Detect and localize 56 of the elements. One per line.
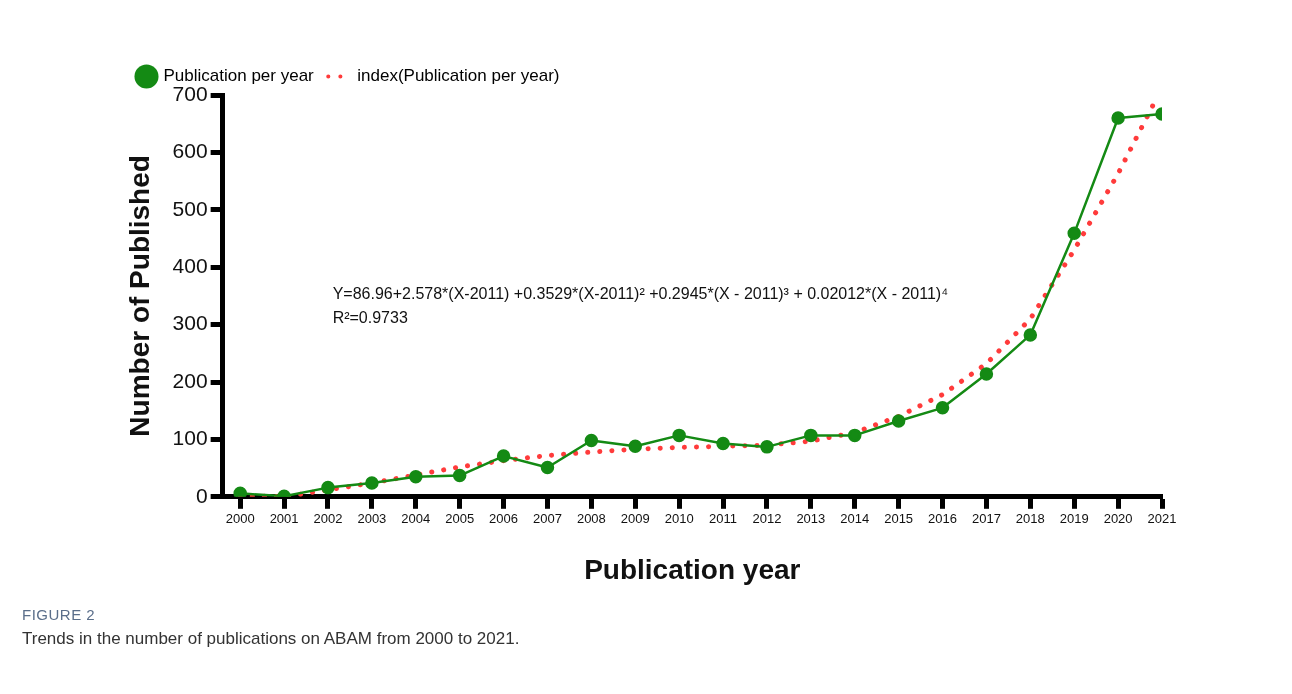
x-tick-label: 2017 [971, 511, 1001, 527]
x-tick-label: 2016 [928, 511, 957, 527]
x-tick-label: 2002 [313, 511, 343, 527]
point [847, 428, 862, 443]
x-tick-label: 2006 [489, 511, 519, 527]
point [716, 436, 730, 451]
x-tick-label: 2020 [1103, 511, 1133, 527]
y-axis-title: Number of Published [123, 155, 155, 437]
point [935, 401, 950, 415]
x-tick-label: 2001 [269, 511, 299, 527]
x-tick-label: 2005 [445, 511, 475, 527]
x-tick-label: 2021 [1147, 511, 1177, 527]
x-tick-label: 2000 [225, 511, 255, 527]
x-tick-label: 2008 [576, 511, 606, 527]
y-tick-label: 500 [172, 196, 208, 220]
x-tick-label: 2015 [884, 511, 914, 527]
x-tick-label: 2014 [840, 511, 870, 527]
point [1023, 328, 1038, 342]
point [452, 468, 467, 483]
x-tick-label: 2019 [1059, 511, 1089, 527]
x-tick-label: 2007 [533, 511, 562, 527]
annotation: R²=0.9733 [332, 309, 408, 327]
caption: FIGURE 2 [22, 606, 97, 623]
y-tick-label: 200 [172, 368, 208, 392]
y-tick-label: 0 [195, 483, 208, 507]
x-tick-label: 2011 [709, 511, 738, 527]
point [1067, 226, 1081, 241]
point [628, 439, 643, 454]
point [321, 480, 335, 495]
x-axis-title: Publication year [584, 553, 801, 585]
x-tick-label: 2004 [401, 511, 431, 527]
legend-label: index(Publication per year) [357, 66, 560, 86]
annotation: Y=86.96+2.578*(X-2011) +0.3529*(X-2011)² +0.2945*(X - 2011)³ + 0.02012*(X - 2011)⁴ [332, 285, 949, 303]
point [760, 440, 774, 454]
x-tick-label: 2013 [796, 511, 826, 527]
y-tick-label: 400 [172, 254, 208, 277]
y-tick-label: 100 [172, 426, 208, 450]
point [979, 367, 994, 381]
x-tick-label: 2010 [664, 511, 694, 527]
point [496, 449, 511, 463]
y-tick-label: 300 [172, 311, 208, 335]
x-tick-label: 2018 [1015, 511, 1045, 527]
x-tick-label: 2009 [620, 511, 650, 527]
x-tick-label: 2012 [752, 511, 782, 527]
point [584, 433, 599, 448]
point [233, 486, 247, 497]
point [540, 460, 555, 475]
text: Trends in the number of publications on ABAM from 2000 to 2021. [22, 629, 520, 649]
point [891, 414, 906, 428]
point [365, 476, 379, 490]
point [672, 428, 686, 443]
y-tick-label: 600 [172, 139, 208, 163]
point [1111, 111, 1125, 125]
point [409, 469, 423, 484]
x-tick-label: 2003 [357, 511, 387, 527]
point [804, 428, 818, 443]
